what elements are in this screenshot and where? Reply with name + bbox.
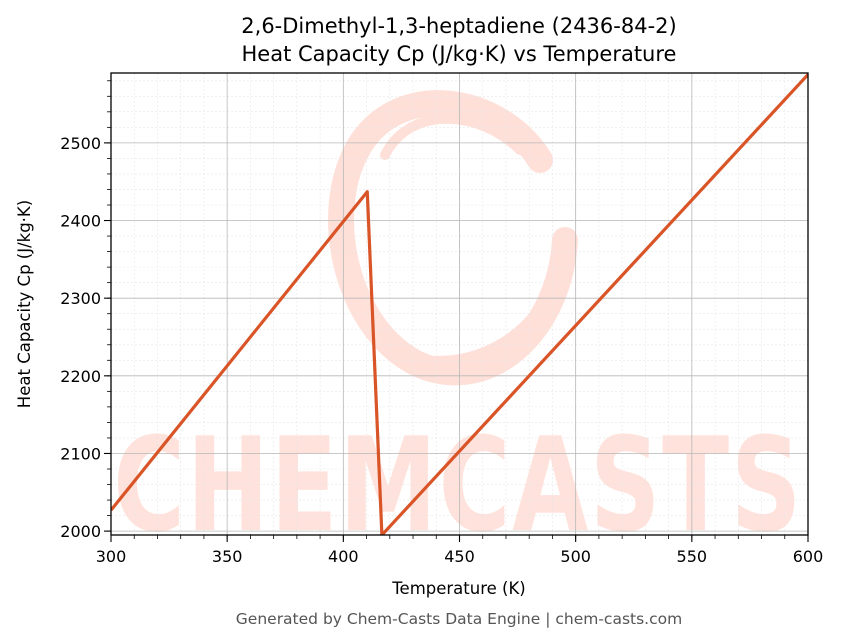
watermark-text: CHEMCASTS bbox=[113, 409, 803, 561]
x-tick-label: 400 bbox=[328, 547, 359, 566]
y-tick-label: 2200 bbox=[60, 367, 101, 386]
series-line-heat-capacity bbox=[111, 73, 808, 535]
tick-labels: 300 350 400 450 500 550 600 2000 2100 2200 2300 240… bbox=[60, 134, 823, 566]
axis-ticks bbox=[104, 80, 809, 542]
y-tick-label: 2300 bbox=[60, 289, 101, 308]
watermark-logo-swirl bbox=[328, 90, 578, 386]
x-tick-label: 350 bbox=[212, 547, 243, 566]
x-tick-label: 550 bbox=[677, 547, 708, 566]
footer-credit: Generated by Chem-Casts Data Engine | ch… bbox=[236, 610, 682, 628]
watermark: CHEMCASTS bbox=[113, 90, 803, 561]
x-tick-label: 300 bbox=[96, 547, 127, 566]
y-tick-label: 2000 bbox=[60, 522, 101, 541]
x-tick-label: 600 bbox=[793, 547, 824, 566]
y-tick-label: 2400 bbox=[60, 212, 101, 231]
chart-title-line-1: 2,6-Dimethyl-1,3-heptadiene (2436-84-2) bbox=[241, 14, 676, 38]
chart-title-line-2: Heat Capacity Cp (J/kg·K) vs Temperature bbox=[242, 42, 677, 66]
y-axis-label: Heat Capacity Cp (J/kg·K) bbox=[15, 200, 34, 408]
x-tick-label: 450 bbox=[444, 547, 475, 566]
x-tick-label: 500 bbox=[560, 547, 591, 566]
y-tick-label: 2100 bbox=[60, 444, 101, 463]
x-axis-label: Temperature (K) bbox=[391, 579, 525, 598]
series-layer bbox=[111, 73, 808, 535]
y-tick-label: 2500 bbox=[60, 134, 101, 153]
